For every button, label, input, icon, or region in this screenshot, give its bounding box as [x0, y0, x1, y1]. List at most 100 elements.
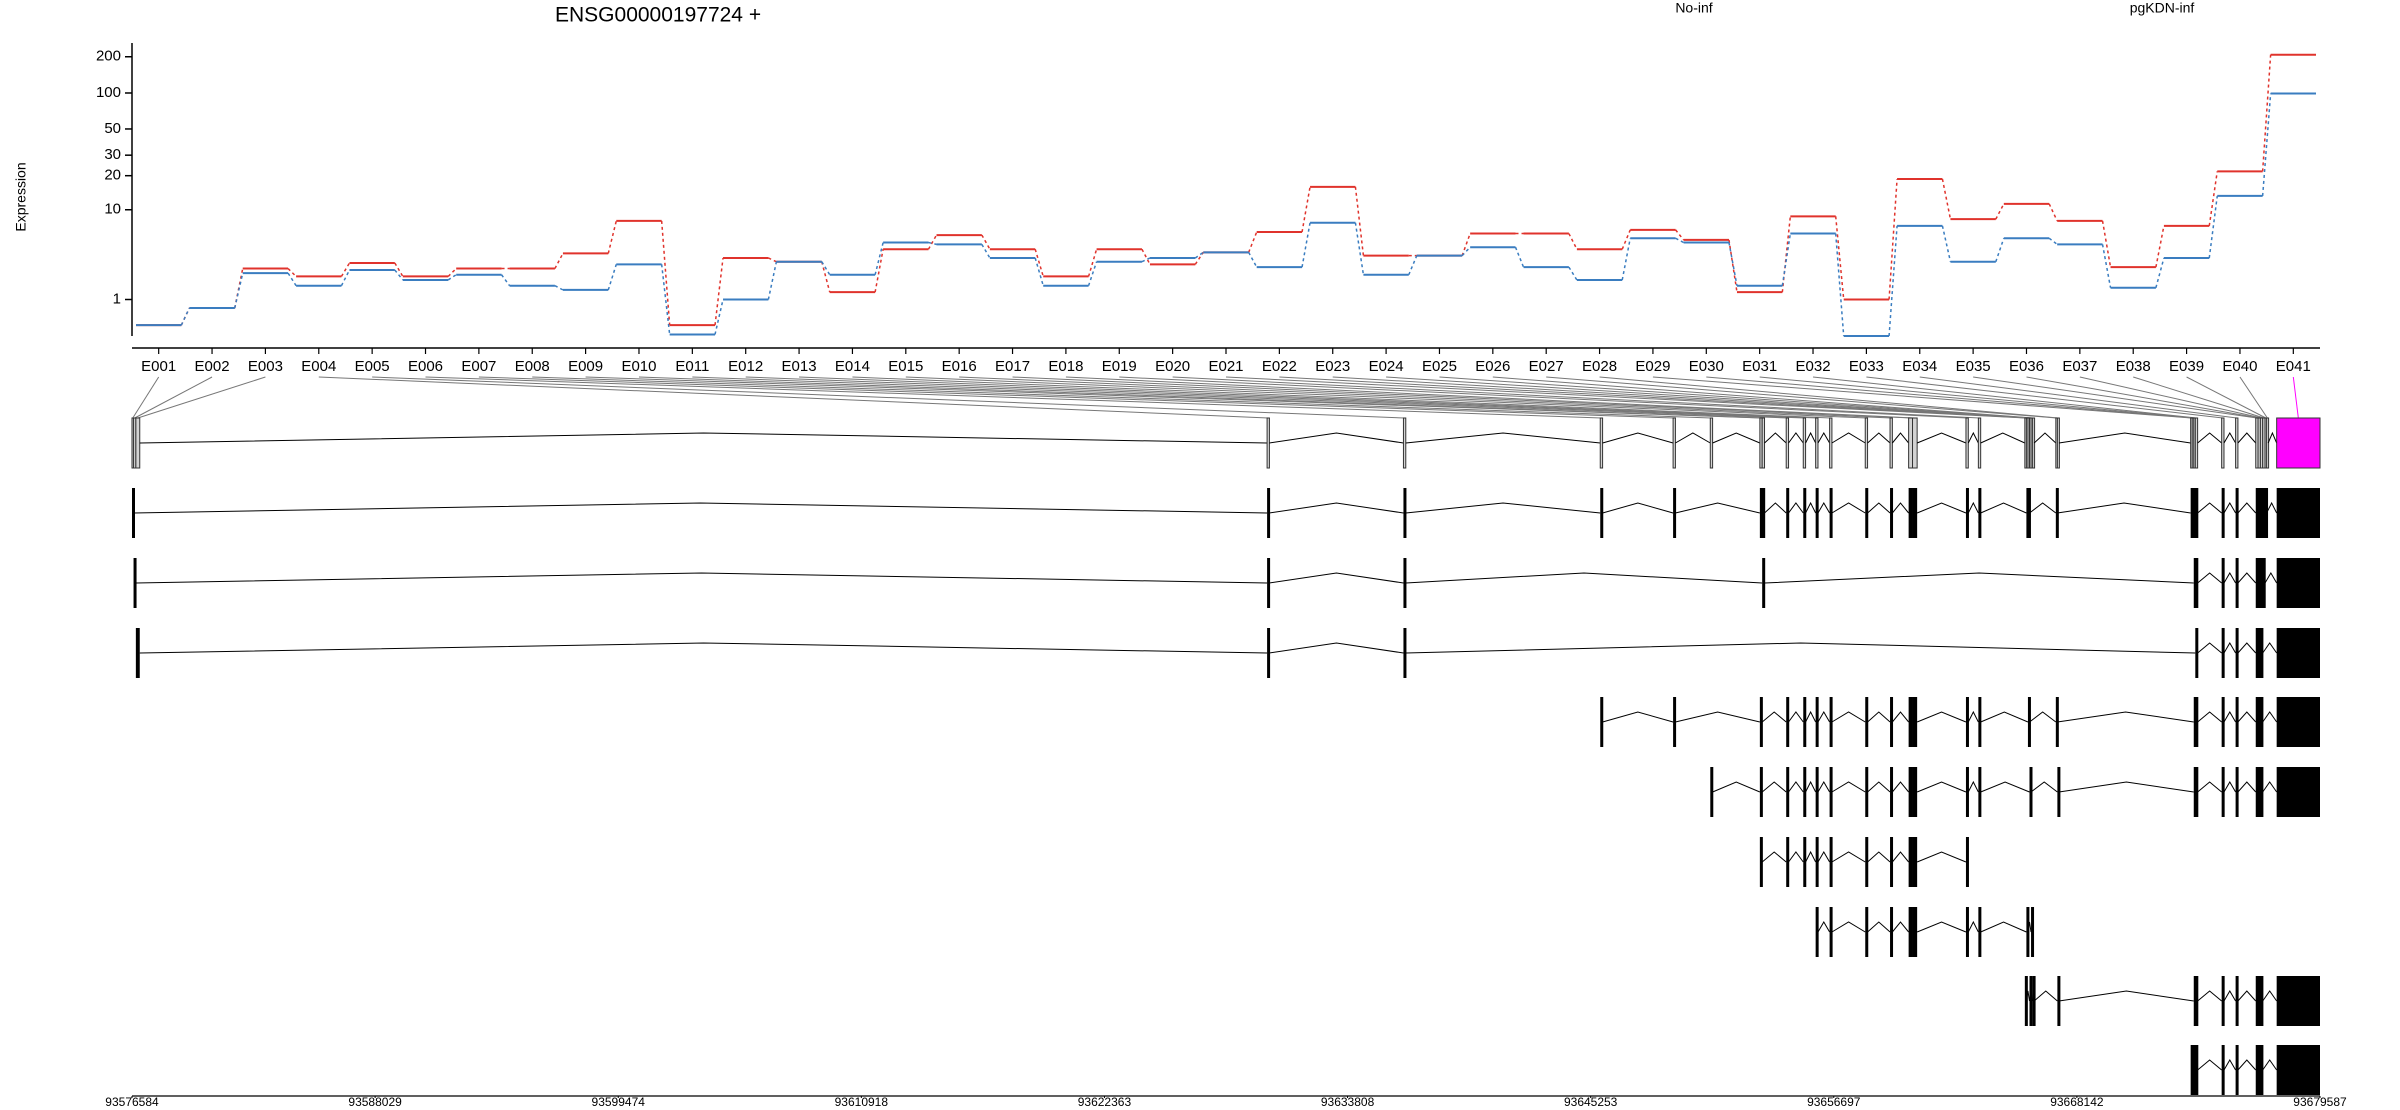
- step-connector: [287, 272, 297, 287]
- step-connector: [1568, 266, 1578, 281]
- exon-bin: [2276, 417, 2321, 469]
- intron: [1891, 711, 1910, 723]
- transcript-exon: [1762, 558, 1766, 608]
- step-connector: [767, 261, 778, 300]
- genomic-tick-label: 93656697: [1807, 1095, 1861, 1109]
- intron: [1405, 572, 1763, 584]
- intron: [1761, 711, 1787, 723]
- exon-connector: [1119, 376, 1968, 419]
- step-connector: [554, 285, 564, 291]
- transcript-exon: [1978, 767, 1982, 817]
- intron: [2197, 502, 2222, 514]
- exon-bin: [1785, 417, 1790, 469]
- intron: [1891, 432, 1910, 444]
- transcript-exon: [1890, 907, 1894, 957]
- intron: [1712, 781, 1761, 793]
- step-connector: [1621, 238, 1631, 281]
- step-connector: [1514, 246, 1525, 268]
- intron: [2223, 711, 2237, 723]
- step-connector: [287, 268, 297, 277]
- intron: [1980, 711, 2029, 723]
- transcript-exon: [1978, 697, 1982, 747]
- step-connector: [1781, 233, 1792, 286]
- step-connector: [981, 243, 991, 259]
- intron: [1916, 432, 1967, 444]
- genomic-tick-label: 93633808: [1321, 1095, 1375, 1109]
- step-connector: [2101, 220, 2112, 268]
- intron: [2262, 1059, 2278, 1071]
- step-connector: [1781, 216, 1792, 293]
- intron: [1405, 502, 1601, 514]
- intron: [2197, 1059, 2222, 1071]
- x-tick-label: E025: [1422, 358, 1457, 375]
- transcript-exon: [1403, 558, 1407, 608]
- step-connector: [2155, 225, 2165, 268]
- transcript-exon: [1267, 488, 1271, 538]
- intron: [1675, 432, 1711, 444]
- transcript-exon: [1912, 837, 1918, 887]
- transcript-exon: [1865, 767, 1869, 817]
- transcript-exon: [1600, 697, 1604, 747]
- transcript-exon: [2195, 558, 2199, 608]
- step-connector: [1141, 257, 1151, 263]
- exon-bin: [135, 417, 141, 469]
- transcript-exon: [2193, 697, 2197, 747]
- intron: [2058, 781, 2194, 793]
- exon-bin: [2235, 417, 2239, 469]
- y-tick-label: 10: [104, 201, 121, 218]
- transcript-exon: [2260, 976, 2264, 1026]
- exon-connector: [134, 376, 213, 419]
- intron: [2237, 990, 2257, 1002]
- transcript-exon: [2235, 767, 2239, 817]
- exon-connector: [1706, 376, 2194, 419]
- intron: [1788, 781, 1804, 793]
- step-connector: [447, 274, 457, 281]
- intron: [2030, 990, 2034, 1002]
- intron: [2237, 1059, 2257, 1071]
- step-connector: [2261, 54, 2272, 172]
- x-tick-label: E027: [1529, 358, 1564, 375]
- transcript-exon: [2258, 697, 2262, 747]
- intron: [2237, 502, 2257, 514]
- exon-bin: [1912, 417, 1918, 469]
- transcript-exon: [2221, 558, 2225, 608]
- intron: [1967, 710, 1979, 723]
- exon-bin: [1599, 417, 1604, 469]
- transcript-exon: [2029, 976, 2033, 1026]
- step-connector: [1247, 231, 1258, 253]
- step-connector: [2208, 171, 2219, 226]
- exon-bin: [1709, 417, 1714, 469]
- transcript-exon: [2235, 488, 2239, 538]
- transcript-exon: [1890, 697, 1894, 747]
- step-connector: [2208, 195, 2219, 259]
- transcript-exon: [2255, 767, 2259, 817]
- exon-connector: [425, 376, 1602, 419]
- exon-connector: [1973, 376, 2257, 419]
- transcript-exon: [2024, 976, 2028, 1026]
- transcript-exon: [1815, 907, 1819, 957]
- step-connector: [1888, 179, 1898, 300]
- intron: [1867, 921, 1891, 933]
- transcript-exon: [1762, 488, 1766, 538]
- exon-connector: [1225, 376, 2026, 419]
- intron: [2025, 990, 2030, 1002]
- x-tick-label: E029: [1635, 358, 1670, 375]
- step-connector: [1354, 186, 1365, 256]
- transcript-exon: [2276, 1045, 2320, 1095]
- x-tick-label: E002: [195, 358, 230, 375]
- x-tick-label: E017: [995, 358, 1030, 375]
- exon-connector: [318, 376, 1269, 419]
- intron: [1764, 572, 2194, 584]
- transcript-exon: [1786, 837, 1790, 887]
- intron: [2197, 642, 2222, 654]
- transcript-exon: [1912, 488, 1918, 538]
- x-tick-label: E023: [1315, 358, 1350, 375]
- step-connector: [1034, 257, 1044, 286]
- transcript-exon: [1815, 697, 1819, 747]
- transcript-exon: [2258, 976, 2262, 1026]
- step-connector: [340, 269, 351, 287]
- exon-bin: [1864, 417, 1869, 469]
- exon-connector: [1919, 376, 2237, 419]
- intron: [1602, 711, 1674, 723]
- transcript-exon: [2255, 697, 2259, 747]
